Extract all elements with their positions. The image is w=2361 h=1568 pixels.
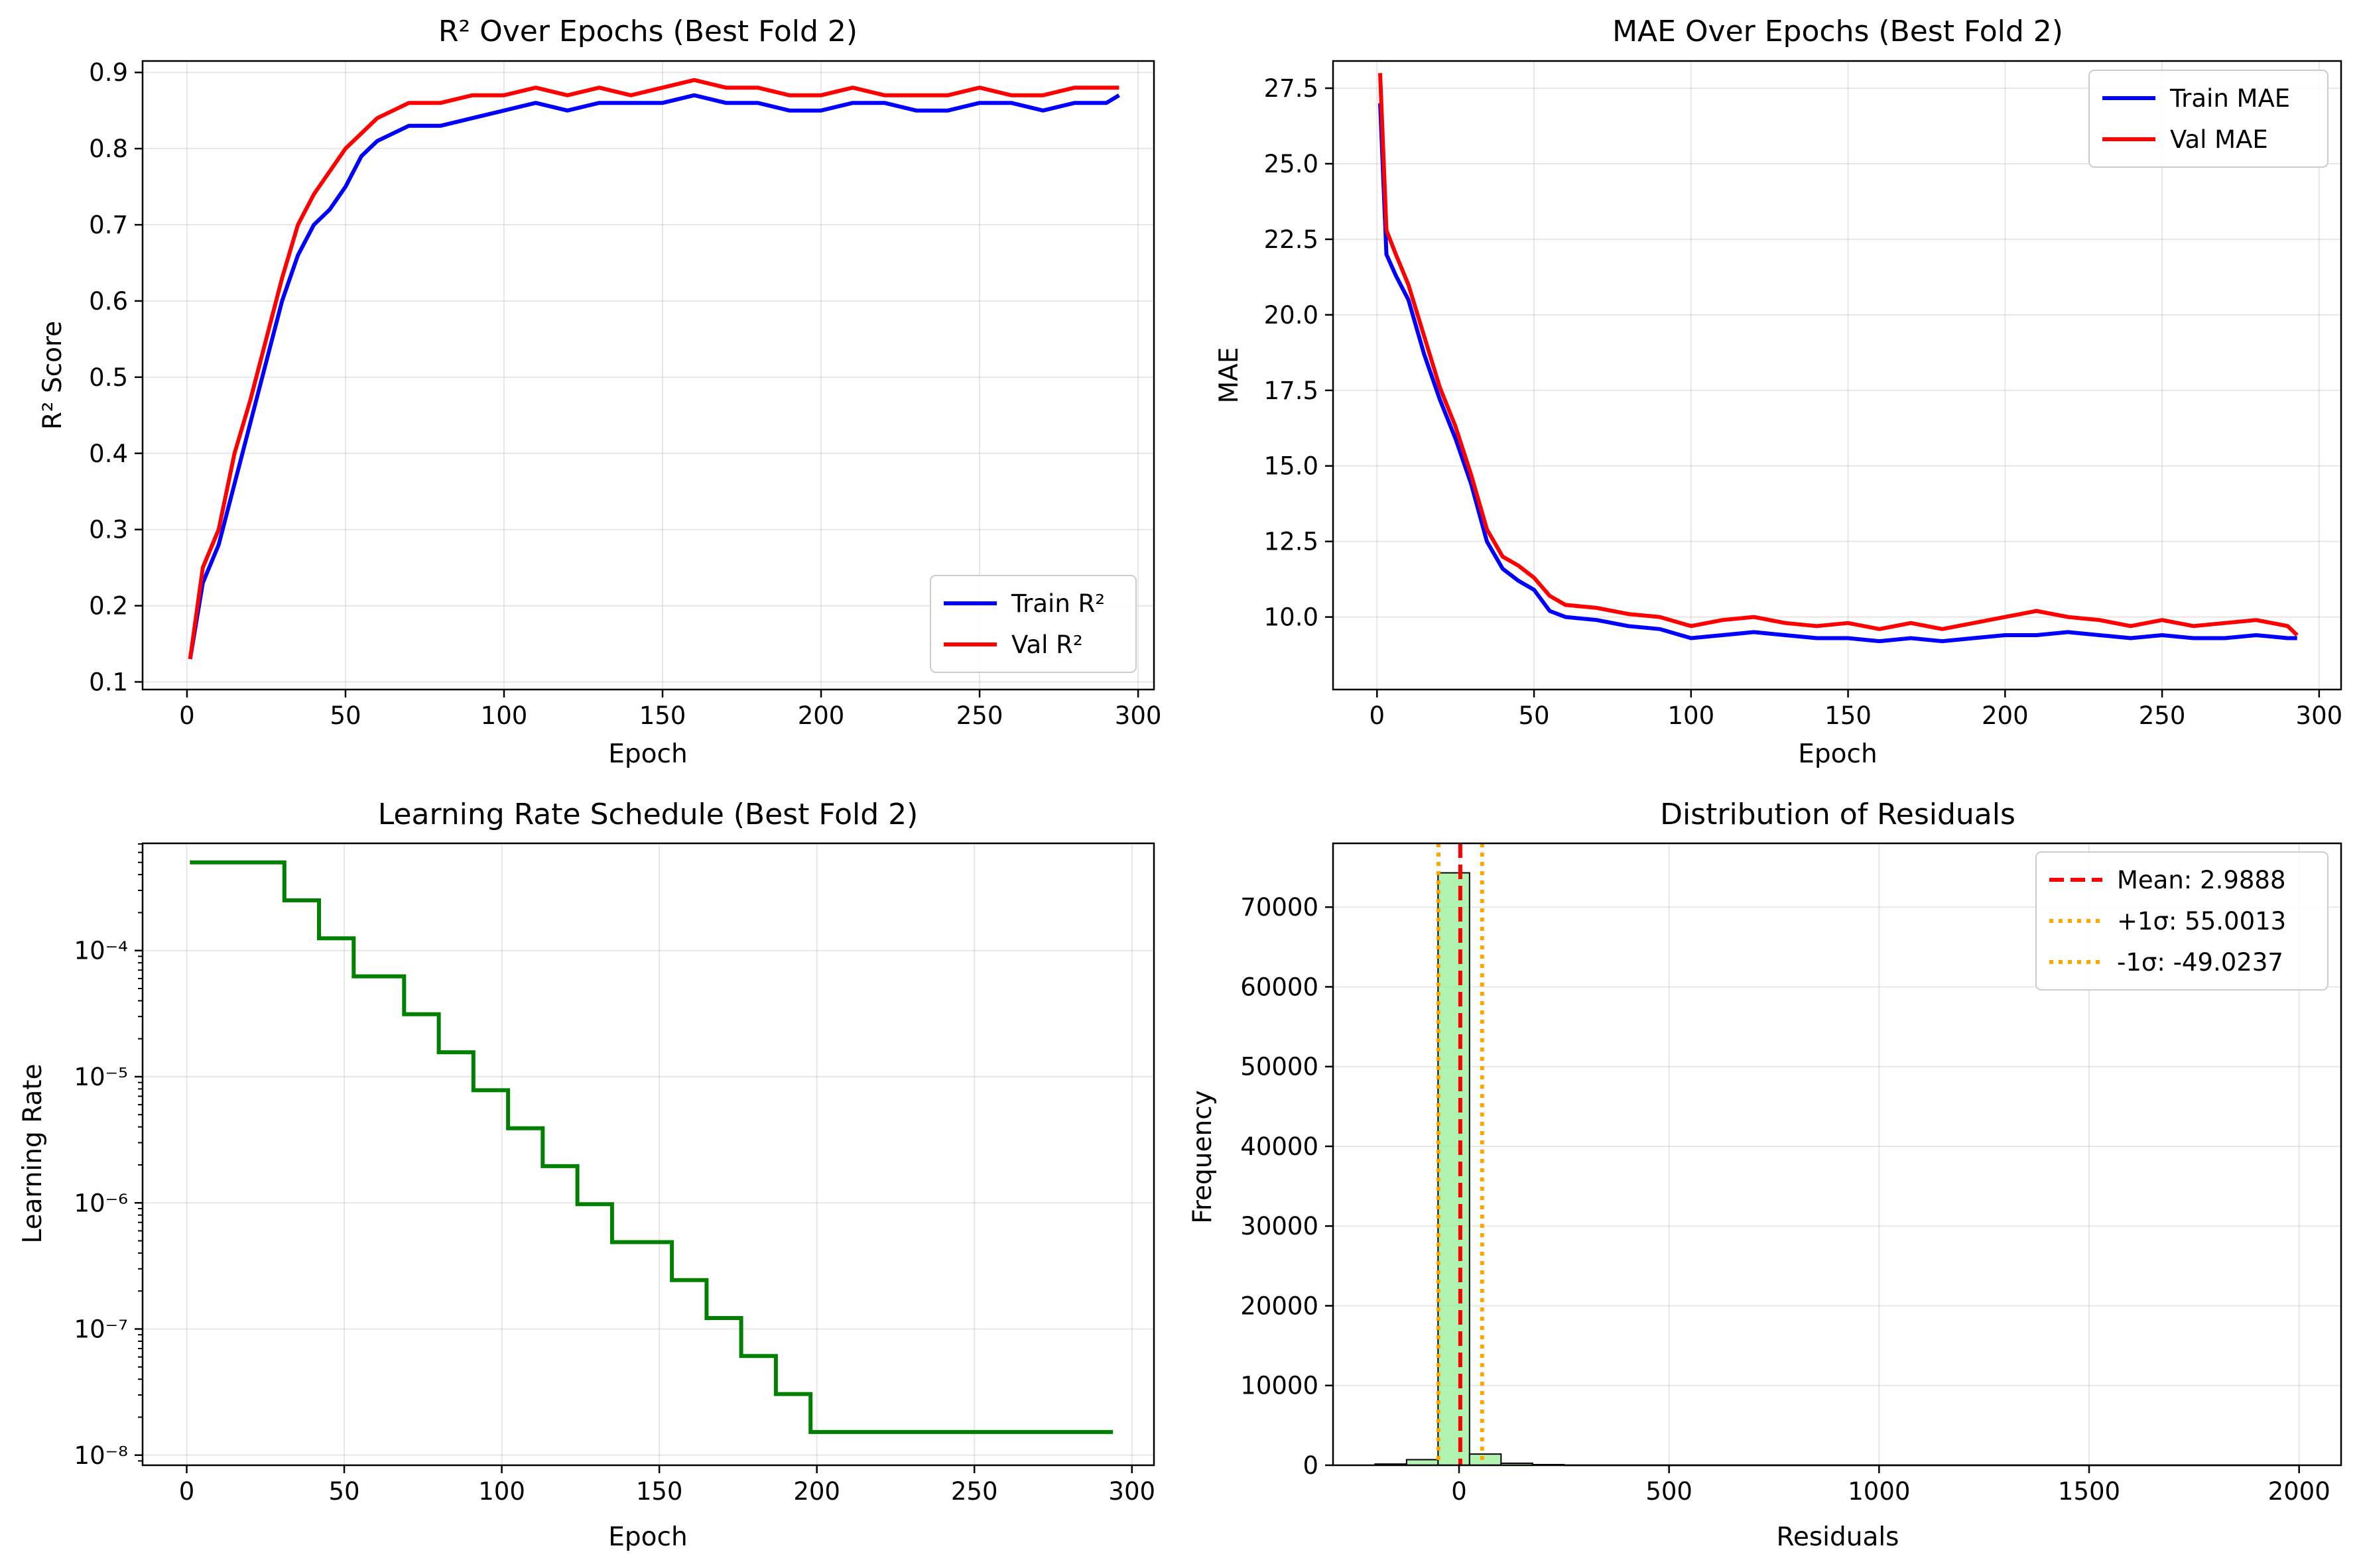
hist-y-tick-label: 20000: [1240, 1292, 1318, 1320]
lr-x-tick-label: 100: [478, 1477, 525, 1506]
hist-legend-label: -1σ: -49.0237: [2117, 948, 2283, 977]
hist-x-tick-label: 0: [1451, 1477, 1467, 1506]
r2-x-tick-label: 250: [956, 701, 1003, 730]
learning-rate-line: [190, 860, 1114, 1434]
r2-legend-box: [930, 575, 1137, 673]
lr-x-tick-label: 200: [793, 1477, 840, 1506]
r2-x-tick-label: 150: [639, 701, 686, 730]
hist-y-tick-label: 70000: [1240, 893, 1318, 922]
mae-y-tick-label: 17.5: [1264, 377, 1318, 405]
lr-chart-title: Learning Rate Schedule (Best Fold 2): [378, 798, 919, 831]
histogram-bar: [1437, 872, 1470, 1466]
lr-y-tick-label: 10⁻⁸: [74, 1441, 128, 1470]
hist-x-tick-label: 2000: [2268, 1477, 2330, 1506]
mae-x-tick-label: 100: [1668, 701, 1715, 730]
r2-x-tick-label: 50: [330, 701, 361, 730]
r2-legend-label: Train R²: [1011, 589, 1105, 618]
r2-y-tick-label: 0.5: [89, 363, 128, 392]
hist-legend-label: Mean: 2.9888: [2117, 866, 2286, 894]
mae-chart-panel: MAE Over Epochs (Best Fold 2) Epoch MAE …: [1214, 15, 2342, 769]
mae-legend-label: Val MAE: [2170, 125, 2268, 154]
mae-x-tick-label: 0: [1370, 701, 1385, 730]
mae-x-tick-label: 200: [1982, 701, 2029, 730]
hist-y-tick-label: 0: [1303, 1451, 1318, 1480]
r2-y-tick-label: 0.9: [89, 58, 128, 87]
mae-x-tick-label: 50: [1519, 701, 1550, 730]
lr-y-tick-label: 10⁻⁶: [74, 1189, 128, 1217]
r2-chart-panel: R² Over Epochs (Best Fold 2) Epoch R² Sc…: [38, 15, 1161, 769]
lr-plot-frame: [141, 842, 1155, 1467]
learning-rate-chart-panel: Learning Rate Schedule (Best Fold 2) Epo…: [18, 798, 1155, 1552]
lr-x-tick-label: 50: [329, 1477, 360, 1506]
r2-y-tick-label: 0.8: [89, 135, 128, 163]
r2-x-tick-label: 300: [1115, 701, 1162, 730]
r2-y-axis-label: R² Score: [38, 321, 68, 430]
lr-y-tick-label: 10⁻⁷: [74, 1315, 128, 1344]
hist-legend-label: +1σ: 55.0013: [2117, 907, 2286, 935]
mae-legend-label: Train MAE: [2169, 84, 2290, 113]
val-r2-line: [188, 78, 1119, 660]
mae-plot-frame: [1332, 60, 2342, 691]
histogram-bar: [1468, 1453, 1502, 1466]
hist-chart-title: Distribution of Residuals: [1660, 798, 2015, 831]
mae-legend-box: [2088, 70, 2329, 168]
r2-y-tick-label: 0.1: [89, 668, 128, 697]
r2-x-tick-label: 100: [481, 701, 528, 730]
train-mae-line: [1378, 103, 2297, 644]
mae-y-tick-label: 20.0: [1264, 301, 1318, 330]
mae-y-tick-label: 27.5: [1264, 74, 1318, 103]
r2-y-tick-label: 0.7: [89, 211, 128, 239]
hist-x-axis-label: Residuals: [1776, 1522, 1899, 1552]
val-mae-line: [1378, 73, 2299, 637]
hist-y-axis-label: Frequency: [1188, 1090, 1218, 1223]
r2-y-tick-label: 0.4: [89, 440, 128, 468]
hist-plot-frame: [1332, 842, 2342, 1467]
mae-y-tick-label: 25.0: [1264, 150, 1318, 178]
r2-y-tick-label: 0.2: [89, 592, 128, 621]
hist-y-tick-label: 30000: [1240, 1212, 1318, 1240]
train-r2-line: [188, 93, 1120, 660]
mae-chart-title: MAE Over Epochs (Best Fold 2): [1612, 15, 2063, 48]
mae-y-tick-label: 22.5: [1264, 225, 1318, 254]
hist-y-tick-label: 40000: [1240, 1132, 1318, 1161]
mae-y-axis-label: MAE: [1214, 347, 1244, 404]
mae-y-tick-label: 10.0: [1264, 603, 1318, 632]
histogram-bar: [1405, 1459, 1439, 1466]
lr-x-tick-label: 300: [1108, 1477, 1155, 1506]
mae-x-axis-label: Epoch: [1798, 739, 1877, 769]
r2-plot-frame: [141, 60, 1155, 691]
mae-x-tick-label: 250: [2139, 701, 2186, 730]
lr-x-axis-label: Epoch: [608, 1522, 687, 1552]
lr-y-tick-label: 10⁻⁴: [74, 937, 128, 965]
r2-x-axis-label: Epoch: [608, 739, 687, 769]
hist-y-tick-label: 10000: [1240, 1372, 1318, 1400]
lr-y-axis-label: Learning Rate: [18, 1063, 48, 1243]
lr-x-tick-label: 0: [179, 1477, 195, 1506]
hist-legend-box: [2035, 851, 2329, 991]
r2-x-tick-label: 200: [798, 701, 845, 730]
mae-y-tick-label: 15.0: [1264, 452, 1318, 481]
lr-x-tick-label: 150: [636, 1477, 683, 1506]
hist-x-tick-label: 500: [1645, 1477, 1692, 1506]
r2-chart-title: R² Over Epochs (Best Fold 2): [438, 15, 858, 48]
lr-y-tick-label: 10⁻⁵: [74, 1063, 128, 1091]
hist-x-tick-label: 1500: [2058, 1477, 2120, 1506]
mae-y-tick-label: 12.5: [1264, 528, 1318, 556]
hist-y-tick-label: 50000: [1240, 1053, 1318, 1081]
residuals-histogram-panel: Distribution of Residuals Residuals Freq…: [1188, 798, 2342, 1552]
hist-x-tick-label: 1000: [1848, 1477, 1910, 1506]
r2-x-tick-label: 0: [179, 701, 195, 730]
hist-y-tick-label: 60000: [1240, 973, 1318, 1001]
mae-x-tick-label: 150: [1824, 701, 1872, 730]
r2-legend-label: Val R²: [1011, 631, 1083, 659]
r2-y-tick-label: 0.6: [89, 287, 128, 316]
r2-y-tick-label: 0.3: [89, 516, 128, 544]
mae-x-tick-label: 300: [2296, 701, 2343, 730]
lr-x-tick-label: 250: [951, 1477, 998, 1506]
